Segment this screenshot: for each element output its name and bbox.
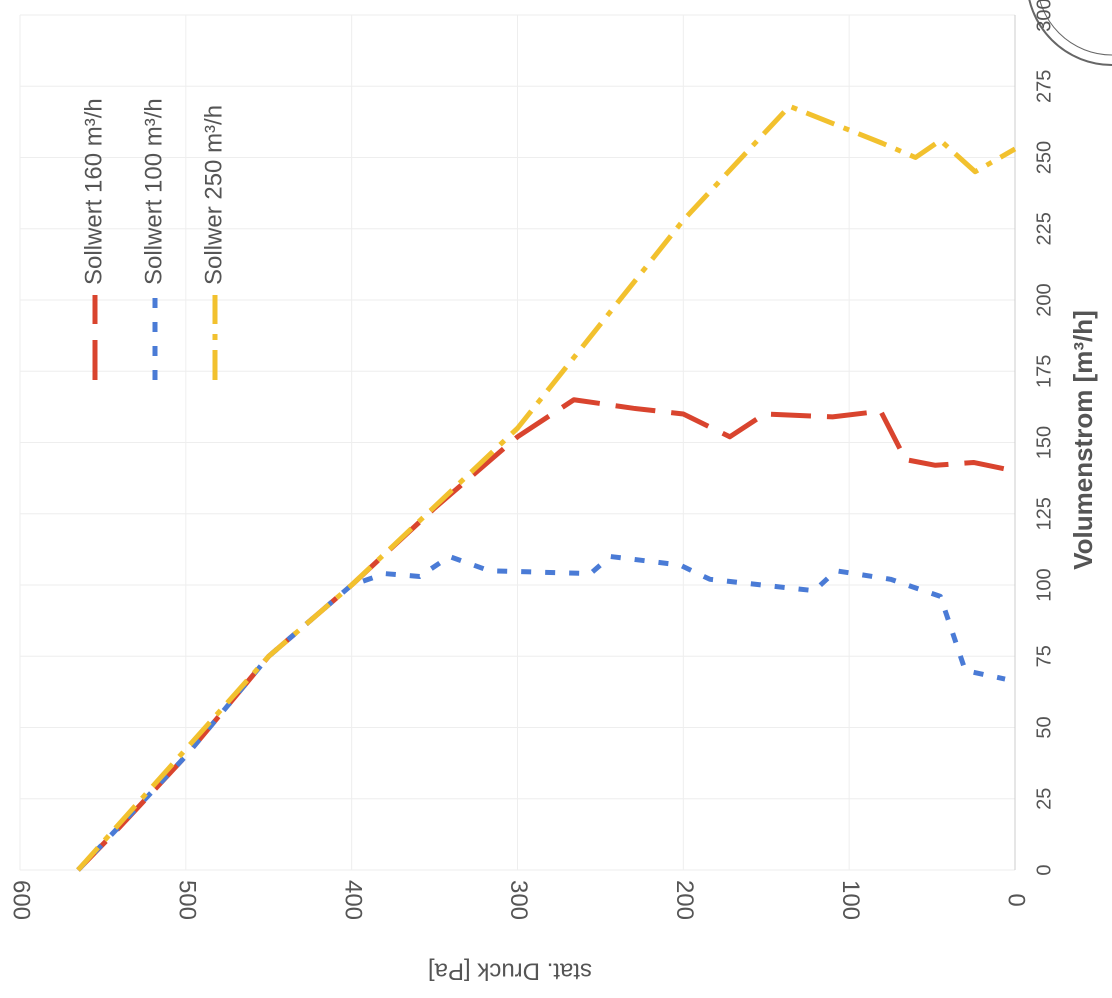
x-tick-label: 75 — [1033, 645, 1055, 667]
x-tick-label: 150 — [1033, 426, 1055, 459]
x-tick-label: 175 — [1033, 355, 1055, 388]
x-tick-label: 0 — [1033, 864, 1055, 875]
x-tick-label: 125 — [1033, 497, 1055, 530]
y-tick-label: 500 — [173, 880, 200, 920]
x-tick-label: 25 — [1033, 788, 1055, 810]
x-tick-label: 225 — [1033, 212, 1055, 245]
series-line — [76, 103, 1017, 872]
y-tick-label: 0 — [1003, 893, 1030, 906]
x-tick-label: 200 — [1033, 283, 1055, 316]
legend-label: Sollwer 250 m³/h — [200, 105, 227, 285]
x-tick-label: 300 — [1033, 0, 1055, 32]
x-tick-label: 50 — [1033, 716, 1055, 738]
series-line — [76, 397, 1016, 872]
y-tick-label: 100 — [837, 880, 864, 920]
y-tick-label: 600 — [8, 880, 35, 920]
y-tick-label: 200 — [671, 880, 698, 920]
x-tick-label: 250 — [1033, 141, 1055, 174]
grid — [19, 14, 1016, 871]
y-tick-label: 400 — [339, 880, 366, 920]
x-tick-label: 275 — [1033, 70, 1055, 103]
y-tick-label: 300 — [505, 880, 532, 920]
x-tick-label: 100 — [1033, 568, 1055, 601]
legend-label: Sollwert 100 m³/h — [140, 98, 167, 285]
y-axis-title: stat. Druck [Pa] — [428, 958, 592, 985]
legend-label: Sollwert 160 m³/h — [80, 98, 107, 285]
x-axis-title: Volumenstrom [m³/h] — [1068, 310, 1098, 570]
